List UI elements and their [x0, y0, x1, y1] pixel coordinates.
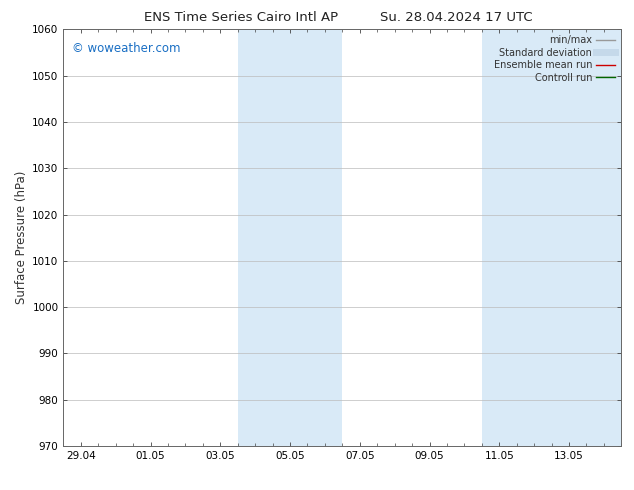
Bar — [238, 29, 342, 446]
Text: ENS Time Series Cairo Intl AP: ENS Time Series Cairo Intl AP — [144, 11, 338, 24]
Text: Su. 28.04.2024 17 UTC: Su. 28.04.2024 17 UTC — [380, 11, 533, 24]
Legend: min/max, Standard deviation, Ensemble mean run, Controll run: min/max, Standard deviation, Ensemble me… — [489, 31, 619, 86]
Text: © woweather.com: © woweather.com — [72, 42, 180, 55]
Y-axis label: Surface Pressure (hPa): Surface Pressure (hPa) — [15, 171, 28, 304]
Bar — [482, 29, 621, 446]
